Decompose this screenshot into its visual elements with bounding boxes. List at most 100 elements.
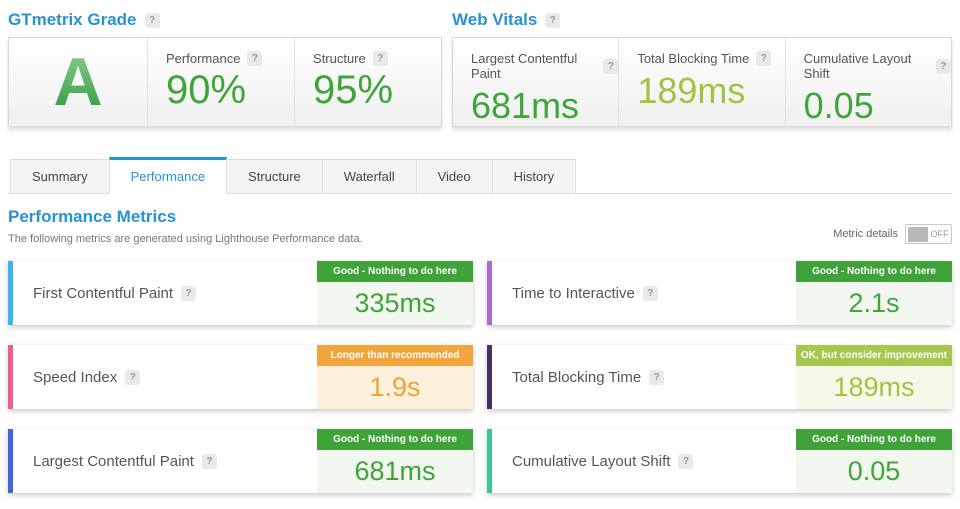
web-vitals-title: Web Vitals	[452, 10, 538, 29]
metrics-header-row: Performance Metrics The following metric…	[8, 207, 952, 245]
web-vitals-section: Web Vitals ? Largest Contentful Paint ? …	[452, 8, 952, 127]
lcp-value-panel: Good - Nothing to do here 681ms	[317, 429, 473, 493]
speed-index-value-panel: Longer than recommended 1.9s	[317, 345, 473, 409]
help-icon[interactable]: ?	[935, 58, 951, 74]
tab-history[interactable]: History	[491, 159, 577, 194]
metric-details-label: Metric details	[833, 228, 898, 240]
help-icon[interactable]: ?	[372, 51, 388, 66]
cls-vital-label-row: Cumulative Layout Shift ?	[804, 51, 951, 81]
tbt-status-badge: OK, but consider improvement	[796, 345, 952, 366]
metric-card-time-to-interactive: Time to Interactive ? Good - Nothing to …	[487, 261, 952, 325]
metrics-title: Performance Metrics	[8, 207, 177, 226]
fcp-label: First Contentful Paint	[33, 284, 174, 302]
lcp-card-label: Largest Contentful Paint	[33, 452, 194, 470]
lcp-card-label-row: Largest Contentful Paint ?	[13, 429, 317, 493]
metrics-heading-block: Performance Metrics The following metric…	[8, 207, 363, 245]
help-icon[interactable]: ?	[649, 369, 665, 385]
tab-video[interactable]: Video	[415, 159, 493, 194]
tbt-vital-value: 189ms	[637, 70, 746, 111]
structure-score-cell: Structure ? 95%	[294, 38, 441, 126]
gtmetrix-grade-title: GTmetrix Grade	[8, 10, 137, 29]
lcp-accent-bar	[8, 429, 13, 493]
help-icon[interactable]: ?	[247, 51, 263, 66]
speed-index-accent-bar	[8, 345, 13, 409]
gtmetrix-grade-card: A Performance ? 90% Structure ? 95%	[8, 37, 442, 127]
help-icon[interactable]: ?	[181, 285, 197, 301]
tbt-card-value: 189ms	[796, 366, 952, 409]
tti-value-panel: Good - Nothing to do here 2.1s	[796, 261, 952, 325]
metric-details-toggle-row: Metric details OFF	[833, 224, 952, 245]
fcp-accent-bar	[8, 261, 13, 325]
gtmetrix-grade-section: GTmetrix Grade ? A Performance ? 90% Str…	[8, 8, 442, 127]
tbt-value-panel: OK, but consider improvement 189ms	[796, 345, 952, 409]
tab-performance[interactable]: Performance	[108, 157, 228, 194]
cls-card-label-row: Cumulative Layout Shift ?	[492, 429, 796, 493]
tbt-accent-bar	[487, 345, 492, 409]
metric-card-total-blocking-time: Total Blocking Time ? OK, but consider i…	[487, 345, 952, 409]
cls-card-label: Cumulative Layout Shift	[512, 452, 671, 470]
tab-structure[interactable]: Structure	[226, 159, 323, 194]
lcp-vital-label: Largest Contentful Paint	[471, 51, 578, 81]
tti-status-badge: Good - Nothing to do here	[796, 261, 952, 282]
structure-score-label: Structure	[313, 51, 366, 66]
scores-row: GTmetrix Grade ? A Performance ? 90% Str…	[8, 8, 952, 127]
performance-score-cell: Performance ? 90%	[147, 38, 294, 126]
help-icon[interactable]: ?	[678, 453, 694, 469]
structure-score-label-row: Structure ?	[313, 51, 441, 66]
report-tab-bar: Summary Performance Structure Waterfall …	[8, 157, 952, 194]
fcp-label-row: First Contentful Paint ?	[13, 261, 317, 325]
metric-card-speed-index: Speed Index ? Longer than recommended 1.…	[8, 345, 473, 409]
web-vitals-card: Largest Contentful Paint ? 681ms Total B…	[452, 37, 952, 127]
grade-cell: A	[9, 38, 147, 126]
metric-card-cumulative-layout-shift: Cumulative Layout Shift ? Good - Nothing…	[487, 429, 952, 493]
metric-details-toggle[interactable]: OFF	[905, 224, 952, 244]
lcp-vital-value: 681ms	[471, 85, 580, 126]
help-icon[interactable]: ?	[125, 369, 141, 385]
structure-score-value: 95%	[313, 68, 394, 112]
fcp-value: 335ms	[317, 282, 473, 325]
tbt-vital-label-row: Total Blocking Time ?	[637, 51, 784, 66]
performance-score-value: 90%	[166, 68, 247, 112]
metrics-subtitle: The following metrics are generated usin…	[8, 233, 363, 245]
grade-letter: A	[53, 44, 103, 120]
cls-vital-value: 0.05	[803, 85, 874, 126]
tti-label-row: Time to Interactive ?	[492, 261, 796, 325]
tti-value: 2.1s	[796, 282, 952, 325]
speed-index-label-row: Speed Index ?	[13, 345, 317, 409]
report-page: GTmetrix Grade ? A Performance ? 90% Str…	[8, 8, 952, 493]
performance-score-label: Performance	[166, 51, 241, 66]
toggle-state-label: OFF	[930, 229, 949, 239]
speed-index-label: Speed Index	[33, 368, 118, 386]
help-icon[interactable]: ?	[603, 58, 619, 74]
performance-score-label-row: Performance ?	[166, 51, 294, 66]
metrics-grid: First Contentful Paint ? Good - Nothing …	[8, 261, 952, 493]
lcp-vital-label-row: Largest Contentful Paint ?	[471, 51, 619, 81]
cls-vital-cell: Cumulative Layout Shift ? 0.05	[784, 38, 951, 126]
metric-card-first-contentful-paint: First Contentful Paint ? Good - Nothing …	[8, 261, 473, 325]
help-icon[interactable]: ?	[756, 51, 772, 66]
lcp-card-value: 681ms	[317, 450, 473, 493]
lcp-vital-cell: Largest Contentful Paint ? 681ms	[453, 38, 619, 126]
help-icon[interactable]: ?	[201, 453, 217, 469]
web-vitals-header: Web Vitals ?	[452, 10, 952, 30]
help-icon[interactable]: ?	[144, 12, 160, 28]
cls-card-value: 0.05	[796, 450, 952, 493]
help-icon[interactable]: ?	[642, 285, 658, 301]
help-icon[interactable]: ?	[545, 12, 561, 28]
gtmetrix-grade-header: GTmetrix Grade ?	[8, 10, 442, 30]
cls-status-badge: Good - Nothing to do here	[796, 429, 952, 450]
lcp-status-badge: Good - Nothing to do here	[317, 429, 473, 450]
fcp-status-badge: Good - Nothing to do here	[317, 261, 473, 282]
tbt-vital-label: Total Blocking Time	[637, 51, 750, 66]
speed-index-value: 1.9s	[317, 366, 473, 409]
fcp-value-panel: Good - Nothing to do here 335ms	[317, 261, 473, 325]
tti-label: Time to Interactive	[512, 284, 635, 302]
tab-waterfall[interactable]: Waterfall	[321, 159, 417, 194]
tab-summary[interactable]: Summary	[10, 159, 110, 194]
tbt-vital-cell: Total Blocking Time ? 189ms	[618, 38, 784, 126]
metric-card-largest-contentful-paint: Largest Contentful Paint ? Good - Nothin…	[8, 429, 473, 493]
tbt-card-label-row: Total Blocking Time ?	[492, 345, 796, 409]
cls-vital-label: Cumulative Layout Shift	[803, 51, 912, 81]
speed-index-status-badge: Longer than recommended	[317, 345, 473, 366]
cls-accent-bar	[487, 429, 492, 493]
